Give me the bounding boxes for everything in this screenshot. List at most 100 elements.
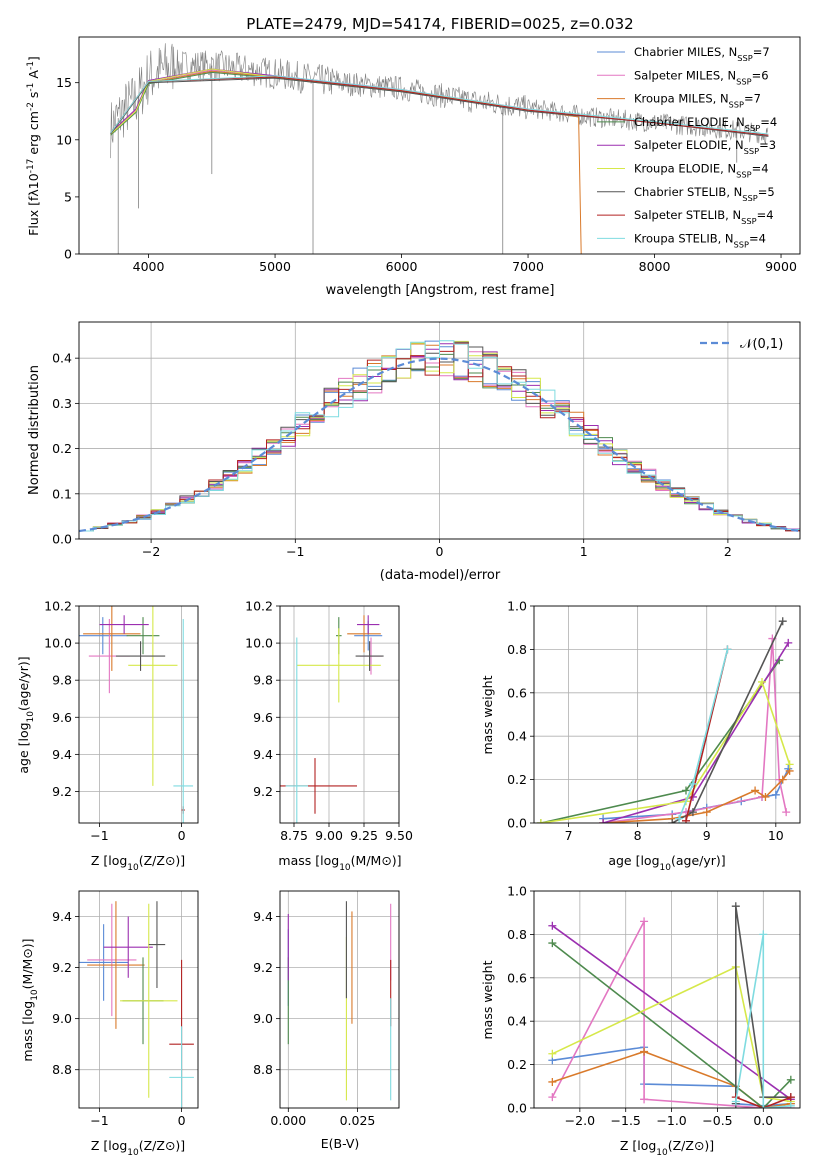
label-span: SSP bbox=[745, 123, 760, 133]
x-tick-label: 0.0 bbox=[753, 1113, 773, 1128]
x-tick-label: 9.00 bbox=[315, 828, 343, 843]
x-tick-label: −2 bbox=[142, 544, 160, 559]
legend-label: Kroupa ELODIE, NSSP=4 bbox=[634, 162, 769, 180]
weight-marker-chabrier_stelib bbox=[688, 808, 697, 817]
label-span: (Z/Z bbox=[139, 853, 165, 868]
axes-frame bbox=[78, 605, 199, 824]
y-tick-label: 9.4 bbox=[253, 909, 273, 924]
weight-marker-salpeter_elodie bbox=[599, 819, 608, 823]
label-span: Salpeter MILES, N bbox=[634, 68, 736, 82]
label-span: SSP bbox=[741, 216, 756, 226]
weight-marker-kroupa_stelib bbox=[675, 814, 684, 823]
x-tick-label: 0.025 bbox=[340, 1113, 376, 1128]
weight-marker-kroupa_stelib bbox=[723, 645, 732, 654]
y-tick-label: 9.0 bbox=[52, 1011, 72, 1026]
weight-marker-salpeter_miles bbox=[640, 1095, 649, 1104]
y-tick-label: 9.2 bbox=[52, 784, 72, 799]
panel-mass_vs_ebv: 0.000 0.025 8.8 9.0 9.2 9.4 E(B-V) bbox=[253, 890, 400, 1151]
y-tick-label: 9.6 bbox=[253, 710, 273, 725]
label-span: =7 bbox=[753, 45, 770, 59]
weight-marker-kroupa_miles bbox=[778, 775, 787, 784]
label-span: ⊙)] bbox=[381, 853, 401, 868]
label-span: age [log bbox=[16, 722, 31, 773]
label-span: mass [log bbox=[20, 1001, 35, 1062]
weight-line-salpeter_elodie bbox=[551, 925, 792, 1100]
x-tick-label: 9.50 bbox=[385, 828, 413, 843]
x-tick-label: 5000 bbox=[259, 259, 291, 274]
label-span: 10 bbox=[127, 1148, 139, 1158]
x-tick-label: 9000 bbox=[765, 259, 797, 274]
legend-label: Salpeter STELIB, NSSP=4 bbox=[634, 208, 774, 226]
axes-frame bbox=[533, 890, 801, 1109]
weight-marker-kroupa_miles bbox=[751, 786, 760, 795]
y-tick-label: 0.8 bbox=[507, 642, 527, 657]
weight-marker-kroupa_miles bbox=[548, 1077, 557, 1086]
chart-title: PLATE=2479, MJD=54174, FIBERID=0025, z=0… bbox=[246, 15, 633, 33]
y-tick-label: 10 bbox=[56, 132, 72, 147]
y-tick-label: 9.4 bbox=[52, 747, 72, 762]
y-tick-label: 1.0 bbox=[507, 884, 527, 899]
x-tick-label: 0 bbox=[436, 544, 444, 559]
label-span: erg cm bbox=[26, 111, 41, 159]
y-tick-label: 0.3 bbox=[52, 396, 72, 411]
weight-marker-chabrier_elodie bbox=[682, 786, 690, 795]
y-axis-label: Flux [fλ10-17 erg cm-2 s-1 A-1] bbox=[26, 56, 41, 236]
label-span: SSP bbox=[744, 146, 759, 156]
y-tick-label: 9.2 bbox=[52, 960, 72, 975]
legend-label: Chabrier ELODIE, NSSP=4 bbox=[634, 115, 777, 133]
panel-mass_vs_Z: −1 08.89.09.29.4Z [log10(Z/Z⊙)]mass [log1… bbox=[20, 890, 199, 1158]
legend-label: Kroupa STELIB, NSSP=4 bbox=[634, 231, 766, 249]
weight-marker-kroupa_miles bbox=[761, 792, 770, 801]
label-span: =7 bbox=[744, 92, 761, 106]
y-axis-label: Normed distribution bbox=[27, 365, 42, 495]
y-tick-label: 9.8 bbox=[253, 673, 273, 688]
label-span: Flux [f bbox=[26, 196, 41, 236]
label-span: 10 bbox=[656, 1148, 668, 1158]
y-tick-label: 0.4 bbox=[507, 729, 527, 744]
label-span: =5 bbox=[758, 185, 775, 199]
y-axis-label: age [log10(age/yr)] bbox=[16, 656, 36, 773]
weight-marker-salpeter_miles bbox=[640, 917, 649, 926]
panel-age_vs_Z: −1 09.29.49.69.810.010.2Z [log10(Z/Z⊙)]ag… bbox=[16, 599, 199, 873]
weight-line-chabrier_elodie bbox=[551, 942, 792, 1108]
plot-area bbox=[280, 606, 399, 823]
weight-marker-kroupa_elodie bbox=[536, 819, 545, 823]
y-tick-label: 9.0 bbox=[253, 1011, 273, 1026]
label-span: (M/M bbox=[20, 959, 35, 990]
label-span: Kroupa STELIB, N bbox=[634, 231, 734, 245]
y-tick-label: 9.8 bbox=[52, 673, 72, 688]
label-span: (age/yr)] bbox=[16, 656, 31, 711]
label-span: =3 bbox=[759, 138, 776, 152]
y-tick-label: 9.4 bbox=[253, 747, 273, 762]
weight-marker-chabrier_stelib bbox=[668, 819, 677, 823]
weight-marker-kroupa_stelib bbox=[759, 1104, 768, 1108]
x-tick-label: 8 bbox=[634, 828, 642, 843]
x-tick-label: 0 bbox=[178, 828, 186, 843]
x-axis-label: mass [log10(M/M⊙)] bbox=[278, 853, 401, 873]
x-axis-label: wavelength [Angstrom, rest frame] bbox=[326, 283, 555, 298]
y-tick-label: 0.6 bbox=[507, 685, 527, 700]
label-span: =4 bbox=[757, 208, 774, 222]
y-tick-label: 10.2 bbox=[245, 599, 273, 614]
weight-marker-chabrier_elodie bbox=[786, 1075, 795, 1084]
x-axis-label: Z [log10(Z/Z⊙)] bbox=[91, 853, 185, 873]
plot-area bbox=[534, 606, 800, 823]
x-tick-label: 9.25 bbox=[350, 828, 378, 843]
legend-label: Chabrier MILES, NSSP=7 bbox=[634, 45, 770, 63]
model-line-kroupa_stelib bbox=[110, 75, 769, 135]
y-tick-label: 9.6 bbox=[52, 710, 72, 725]
x-tick-label: 7000 bbox=[512, 259, 544, 274]
weight-marker-salpeter_elodie bbox=[548, 921, 557, 930]
label-span: SSP bbox=[729, 100, 744, 110]
legend-label: Chabrier STELIB, NSSP=5 bbox=[634, 185, 775, 203]
x-tick-label: 8000 bbox=[639, 259, 671, 274]
legend-label: Kroupa MILES, NSSP=7 bbox=[634, 92, 761, 110]
x-tick-label: 9 bbox=[703, 828, 711, 843]
label-span: (Z/Z bbox=[139, 1138, 165, 1153]
label-span: ⊙)] bbox=[165, 853, 185, 868]
label-span: 10 bbox=[127, 863, 139, 873]
y-tick-label: 8.8 bbox=[253, 1062, 273, 1077]
y-tick-label: 0.2 bbox=[507, 772, 527, 787]
